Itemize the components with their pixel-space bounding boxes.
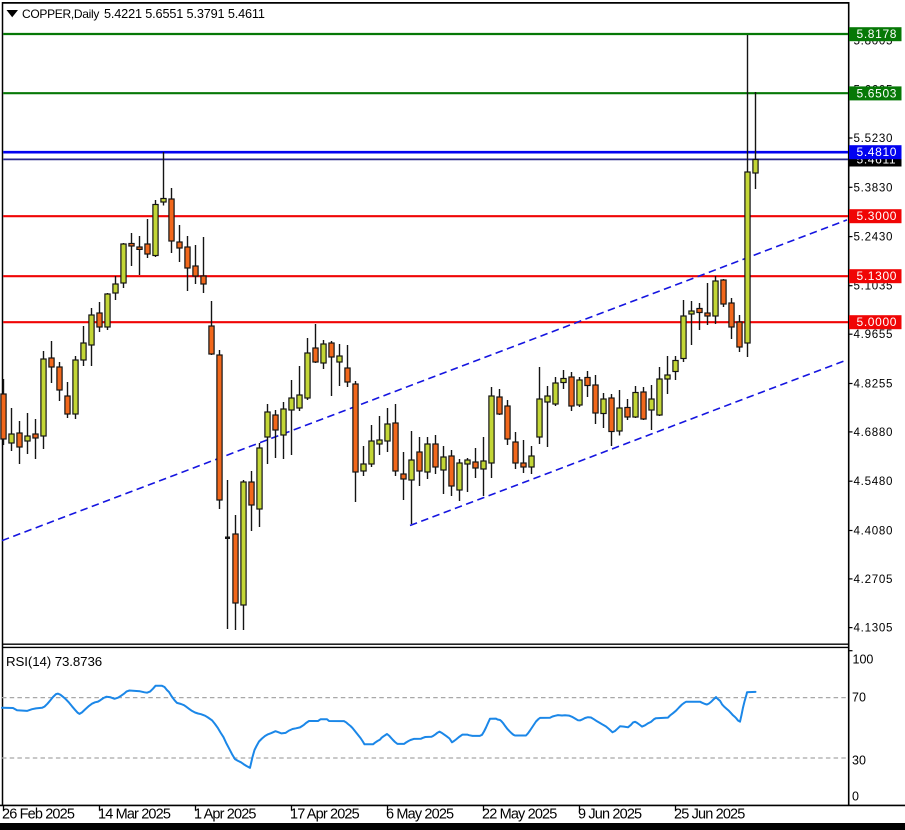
svg-text:5.2430: 5.2430 <box>854 231 894 244</box>
svg-text:5.6503: 5.6503 <box>857 86 898 100</box>
svg-text:100: 100 <box>853 653 874 667</box>
svg-text:1 Apr 2025: 1 Apr 2025 <box>194 807 256 823</box>
svg-text:6 May 2025: 6 May 2025 <box>386 807 454 823</box>
svg-text:5.4810: 5.4810 <box>857 145 898 159</box>
svg-text:5.4221 5.6551 5.3791 5.4611: 5.4221 5.6551 5.3791 5.4611 <box>104 7 265 21</box>
svg-text:RSI(14) 73.8736: RSI(14) 73.8736 <box>6 654 102 669</box>
svg-text:4.6880: 4.6880 <box>854 426 894 439</box>
svg-text:5.0000: 5.0000 <box>857 315 898 329</box>
svg-text:0: 0 <box>852 790 859 804</box>
svg-text:5.5230: 5.5230 <box>854 132 894 145</box>
svg-text:9 Jun 2025: 9 Jun 2025 <box>578 807 642 823</box>
svg-text:17 Apr 2025: 17 Apr 2025 <box>290 807 360 823</box>
svg-text:30: 30 <box>852 754 866 768</box>
svg-text:5.1300: 5.1300 <box>857 269 898 283</box>
svg-text:14 Mar 2025: 14 Mar 2025 <box>98 807 171 823</box>
svg-text:4.2705: 4.2705 <box>854 573 894 586</box>
svg-text:5.8178: 5.8178 <box>857 27 898 41</box>
svg-text:4.1305: 4.1305 <box>854 622 894 635</box>
svg-text:25 Jun 2025: 25 Jun 2025 <box>674 807 745 823</box>
svg-text:4.5480: 4.5480 <box>854 475 894 488</box>
svg-text:5.3830: 5.3830 <box>854 181 894 194</box>
svg-text:4.8255: 4.8255 <box>854 378 894 391</box>
svg-text:4.9655: 4.9655 <box>854 328 894 341</box>
svg-text:26 Feb 2025: 26 Feb 2025 <box>2 807 75 823</box>
svg-text:70: 70 <box>852 691 866 705</box>
svg-text:22 May 2025: 22 May 2025 <box>482 807 557 823</box>
svg-text:5.3000: 5.3000 <box>857 209 898 223</box>
svg-text:4.4080: 4.4080 <box>854 525 894 538</box>
svg-text:COPPER,Daily: COPPER,Daily <box>22 7 99 21</box>
